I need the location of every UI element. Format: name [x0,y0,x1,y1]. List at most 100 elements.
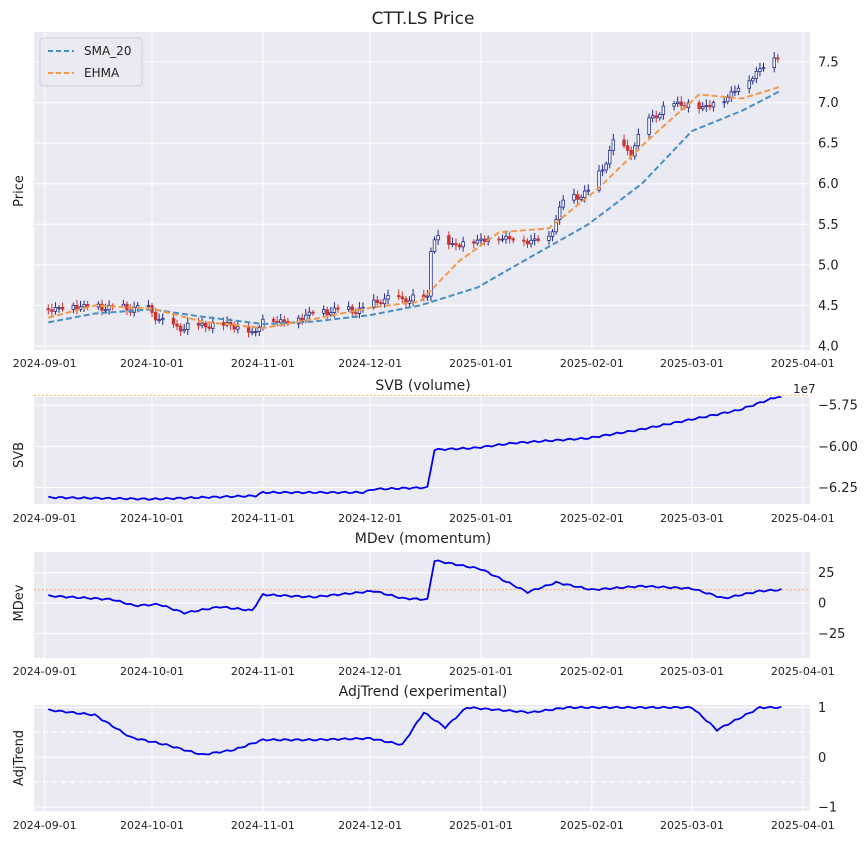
svb-x-tick-label: 2025-02-01 [560,512,624,525]
price-candle [46,304,51,315]
price-candle [536,235,540,243]
adjtrend-x-tick-label: 2025-01-01 [449,819,513,832]
adjtrend-y-tick-label: 1 [818,701,826,716]
price-candle [600,164,605,177]
price-candle [679,96,683,111]
price-candle [547,230,551,245]
price-candle [529,234,533,248]
price-candle [307,307,312,321]
price-candle [450,237,455,248]
price-candle [722,97,726,108]
price-candle [182,323,186,334]
price-candle [196,317,201,330]
price-candle [708,100,712,111]
price-candle [511,236,515,244]
price-plot-area [34,32,810,350]
price-candle [157,313,161,324]
price-x-tick-label: 2024-10-01 [120,357,184,370]
adjtrend-x-tick-label: 2024-10-01 [120,819,184,832]
price-candle [321,305,326,318]
svb-x-tick-label: 2024-09-01 [13,512,77,525]
svb-y-tick-label: −6.00 [818,440,858,455]
price-candle [608,145,612,169]
price-candle [447,231,451,250]
mdev-y-tick-label: 0 [818,597,826,612]
price-candle [704,99,708,112]
price-candle [82,300,86,313]
price-candle [672,100,676,111]
price-candle [372,294,376,310]
price-y-tick-label: 4.0 [818,339,839,354]
svb-scale-label: 1e7 [793,382,816,396]
price-candle [50,303,54,316]
price-candle [146,300,151,309]
adjtrend-x-tick-label: 2025-04-01 [771,819,835,832]
svb-y-tick-label: −6.25 [818,481,858,496]
price-candle [697,99,701,114]
legend-sma-label: SMA_20 [84,44,131,58]
price-candle [203,320,208,333]
price-candle [522,235,526,247]
price-candle [461,236,465,252]
adjtrend-x-tick-label: 2024-09-01 [13,819,77,832]
price-candle [472,239,476,249]
price-candle [761,62,766,72]
price-candle [386,289,390,305]
price-candle [107,300,111,315]
mdev-x-tick-label: 2024-11-01 [231,665,295,678]
adjtrend-chart-title: AdjTrend (experimental) [339,684,508,700]
price-y-tick-label: 7.0 [818,96,839,111]
price-candle [572,188,576,204]
price-candle [726,94,730,105]
mdev-x-tick-label: 2024-09-01 [13,665,77,678]
price-candle [550,229,555,242]
price-candle [736,84,741,96]
price-y-tick-label: 6.0 [818,177,839,192]
price-x-tick-label: 2025-01-01 [449,357,513,370]
price-candle [622,134,626,149]
svb-y-axis-label: SVB [12,442,27,468]
price-candle [772,51,776,73]
price-candle [507,231,512,244]
price-candle [654,110,658,123]
price-y-tick-label: 5.5 [818,218,839,233]
adjtrend-plot-area [34,705,810,811]
price-candle [754,66,759,83]
price-candle [161,313,165,325]
price-x-tick-label: 2024-11-01 [231,357,295,370]
price-candle [500,234,505,243]
price-candle [271,316,276,327]
price-candle [400,291,405,304]
mdev-x-tick-label: 2024-12-01 [338,665,402,678]
price-candle [346,301,351,312]
adjtrend-y-tick-label: −1 [818,801,837,816]
price-candle [661,101,666,120]
price-candle [647,113,651,138]
price-candle [554,215,558,235]
mdev-y-tick-label: −25 [818,627,845,642]
ehma-line [48,85,782,330]
price-candle [625,139,630,156]
svb-x-tick-label: 2025-04-01 [771,512,835,525]
price-candle [586,184,590,195]
mdev-x-tick-label: 2025-01-01 [449,665,513,678]
svb-chart-title: SVB (volume) [375,378,470,394]
svb-series-line [48,396,782,501]
svb-x-tick-label: 2025-01-01 [449,512,513,525]
price-candle [650,109,655,123]
mdev-series-line [48,559,782,615]
price-x-tick-label: 2025-02-01 [560,357,624,370]
adjtrend-panel: AdjTrend (experimental) 2024-09-01 2024-1… [12,684,837,832]
adjtrend-x-tick-label: 2025-03-01 [660,819,724,832]
price-candle [354,308,358,317]
price-candle [611,133,616,156]
svb-plot-area [34,397,810,504]
price-x-tick-label: 2024-12-01 [338,357,402,370]
mdev-plot-area [34,552,810,658]
mdev-y-axis-label: MDev [12,584,27,621]
price-y-tick-label: 6.5 [818,137,839,152]
price-candle [78,300,83,312]
adjtrend-y-tick-label: 0 [818,751,826,766]
price-candle [733,85,737,97]
price-candle [325,306,329,320]
